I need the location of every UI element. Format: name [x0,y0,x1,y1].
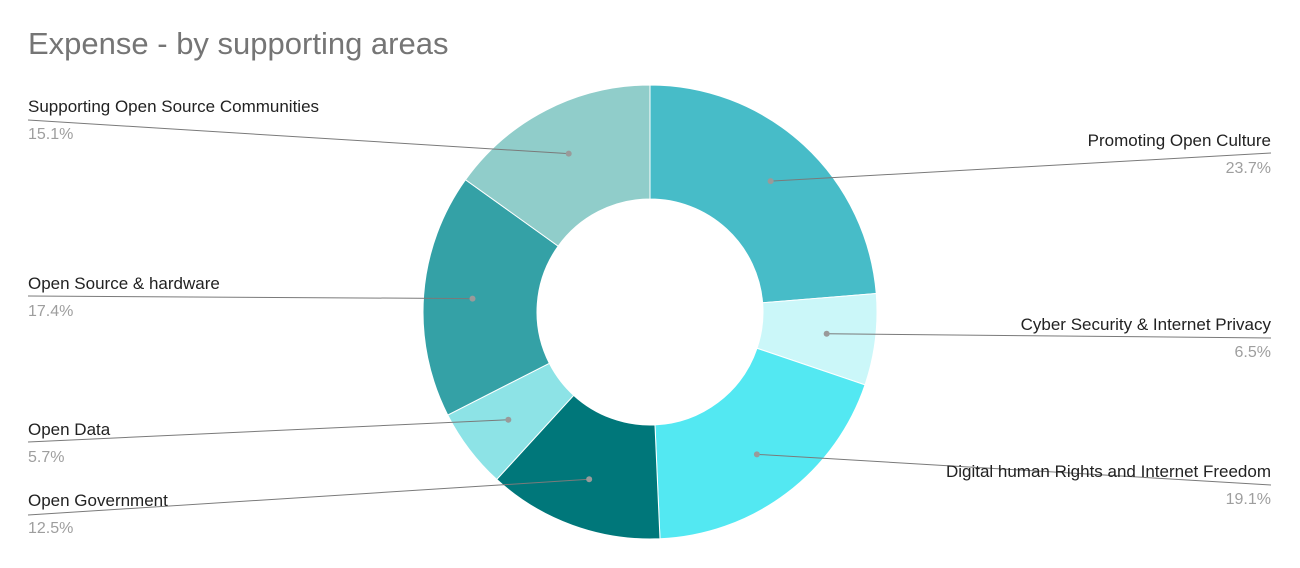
leader-dot-digital-human-rights-and-internet-freedom [753,451,760,458]
slice-percent-supporting-open-source-communities: 15.1% [28,126,73,143]
leader-dot-open-data [505,416,512,423]
slice-percent-open-government: 12.5% [28,520,73,537]
leader-dot-cyber-security-internet-privacy [823,330,830,337]
slice-label-open-source-hardware: Open Source & hardware [28,274,220,293]
leader-dot-open-government [586,476,593,483]
chart-title: Expense - by supporting areas [28,26,449,61]
slice-label-open-data: Open Data [28,420,111,439]
leader-line-digital-human-rights-and-internet-freedom [756,453,1272,486]
leader-line-supporting-open-source-communities [27,119,569,155]
leader-line-promoting-open-culture [770,152,1272,182]
slice-percent-digital-human-rights-and-internet-freedom: 19.1% [1226,491,1271,508]
slice-label-digital-human-rights-and-internet-freedom: Digital human Rights and Internet Freedo… [946,462,1271,481]
slice-percent-promoting-open-culture: 23.7% [1226,160,1271,177]
slice-label-open-government: Open Government [28,491,168,510]
leader-line-open-source-hardware [27,295,473,300]
slice-percent-cyber-security-internet-privacy: 6.5% [1235,344,1271,361]
leader-dot-promoting-open-culture [767,178,774,185]
leader-line-open-data [27,419,509,443]
leader-line-open-government [27,478,590,516]
slice-percent-open-data: 5.7% [28,449,64,466]
slice-label-promoting-open-culture: Promoting Open Culture [1088,131,1271,150]
slice-open-source-hardware[interactable] [422,179,559,416]
slice-label-supporting-open-source-communities: Supporting Open Source Communities [28,97,319,116]
leader-dot-open-source-hardware [469,295,476,302]
slice-percent-open-source-hardware: 17.4% [28,303,73,320]
slice-digital-human-rights-and-internet-freedom[interactable] [654,347,866,540]
leader-line-cyber-security-internet-privacy [826,333,1272,339]
leader-dot-supporting-open-source-communities [565,150,572,157]
slice-promoting-open-culture[interactable] [649,84,877,304]
slice-supporting-open-source-communities[interactable] [464,84,651,247]
slice-label-cyber-security-internet-privacy: Cyber Security & Internet Privacy [1021,315,1272,334]
